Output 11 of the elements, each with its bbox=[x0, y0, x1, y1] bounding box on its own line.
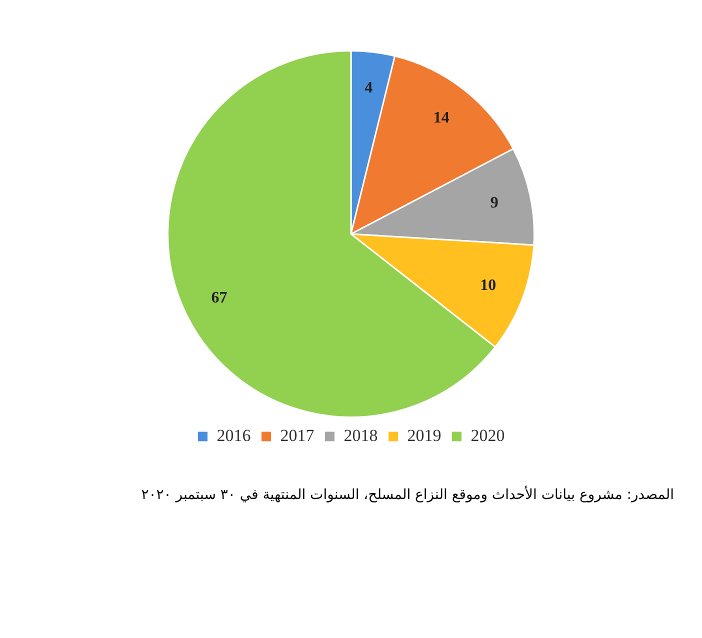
legend-label: 2017 bbox=[280, 426, 315, 445]
legend-label: 2018 bbox=[344, 426, 378, 445]
legend-label: 2020 bbox=[470, 426, 505, 445]
legend-label: 2016 bbox=[216, 426, 251, 445]
data-label: 4 bbox=[364, 80, 373, 97]
legend-label: 2019 bbox=[407, 426, 442, 445]
data-label: 9 bbox=[490, 194, 498, 212]
data-label: 10 bbox=[480, 277, 496, 294]
data-label: 14 bbox=[433, 110, 450, 127]
data-label: 67 bbox=[211, 289, 228, 306]
text: المصدر: مشروع بيانات الأحداث وموقع النزاع المسلح، السنوات المنتهية في ٣٠ سبتمبر ٢٠٢٠ bbox=[140, 487, 674, 503]
